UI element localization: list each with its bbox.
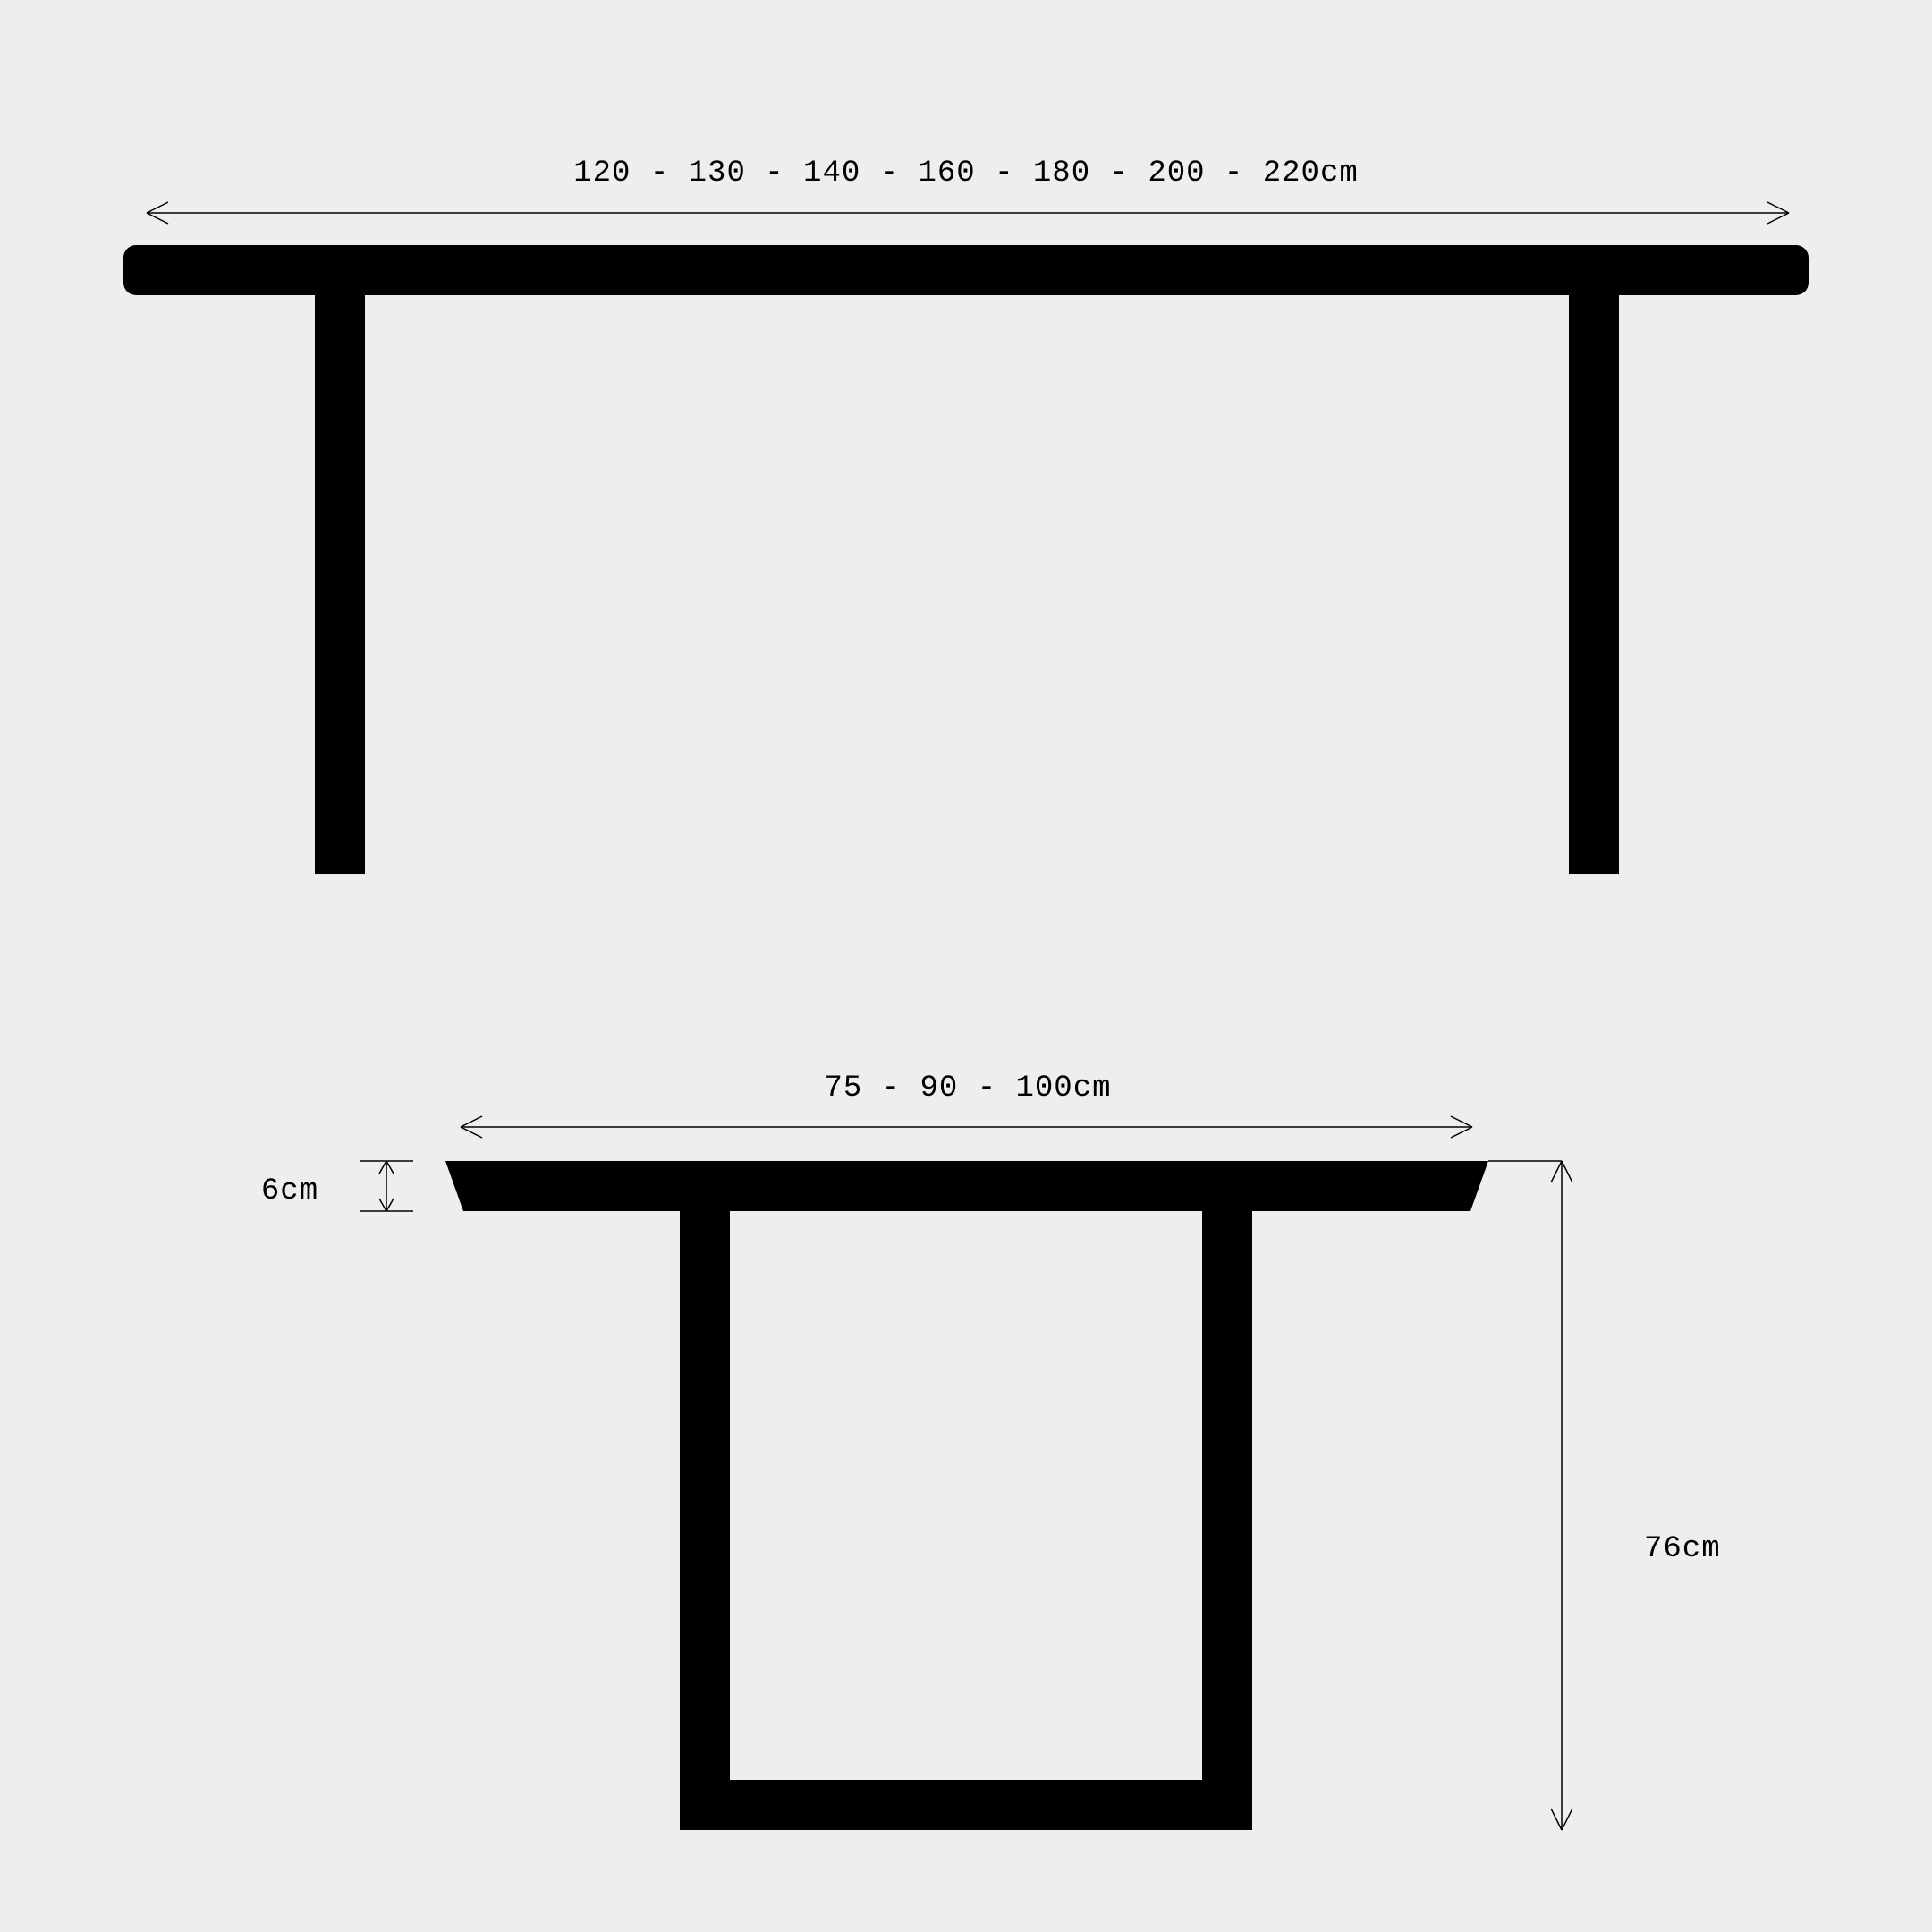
front-tabletop [123, 245, 1809, 295]
side-height-dimension [1488, 1161, 1572, 1830]
front-view: 120 - 130 - 140 - 160 - 180 - 200 - 220c… [123, 157, 1809, 874]
dimension-diagram: 120 - 130 - 140 - 160 - 180 - 200 - 220c… [0, 0, 1932, 1932]
side-thickness-label: 6cm [261, 1174, 318, 1208]
side-depth-dimension-line [461, 1116, 1472, 1138]
front-width-dimension-line [147, 202, 1789, 224]
side-view: 75 - 90 - 100cm 6cm [261, 1072, 1721, 1830]
front-width-label: 120 - 130 - 140 - 160 - 180 - 200 - 220c… [573, 157, 1359, 191]
front-leg-right [1569, 295, 1619, 874]
side-depth-label: 75 - 90 - 100cm [824, 1072, 1111, 1106]
side-thickness-dimension [360, 1161, 413, 1211]
side-height-label: 76cm [1644, 1532, 1721, 1566]
side-u-base [680, 1211, 1252, 1830]
side-tabletop [445, 1161, 1488, 1211]
front-leg-left [315, 295, 365, 874]
